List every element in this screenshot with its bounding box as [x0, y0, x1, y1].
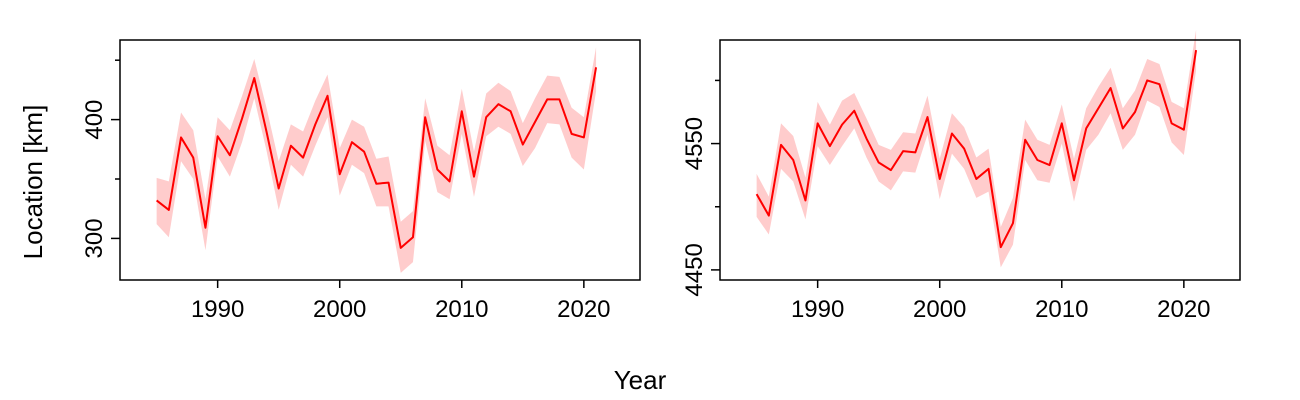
- data-point: [557, 97, 561, 101]
- data-point: [877, 161, 881, 165]
- x-tick-label: 2000: [313, 296, 366, 323]
- data-point: [460, 109, 464, 113]
- data-point: [277, 187, 281, 191]
- x-axis-title: Year: [614, 365, 667, 395]
- data-point: [852, 109, 856, 113]
- data-point: [472, 175, 476, 179]
- data-point: [533, 120, 537, 124]
- data-point: [252, 76, 256, 80]
- data-point: [216, 134, 220, 138]
- x-tick-label: 1990: [791, 296, 844, 323]
- data-point: [423, 115, 427, 119]
- data-point: [155, 198, 159, 202]
- data-point: [1060, 121, 1064, 125]
- data-point: [950, 131, 954, 135]
- data-point: [767, 214, 771, 218]
- series-line: [755, 49, 1198, 249]
- data-point: [840, 123, 844, 127]
- data-point: [816, 121, 820, 125]
- data-point: [594, 65, 598, 69]
- data-point: [1035, 158, 1039, 162]
- data-point: [545, 97, 549, 101]
- x-tick-label: 2010: [435, 296, 488, 323]
- data-point: [301, 156, 305, 160]
- data-point: [521, 143, 525, 147]
- data-point: [1145, 78, 1149, 82]
- data-point: [374, 182, 378, 186]
- x-tick-label: 2000: [913, 296, 966, 323]
- y-tick-label: 300: [81, 218, 108, 258]
- data-point: [1182, 128, 1186, 132]
- plot-frame: [719, 39, 1241, 281]
- left-panel: 1990 2000 2010 2020 300 400: [81, 39, 641, 323]
- y-axis-title: Location [km]: [18, 105, 48, 260]
- data-point: [509, 109, 513, 113]
- confidence-band: [156, 47, 597, 273]
- data-point: [779, 143, 783, 147]
- data-point: [435, 168, 439, 172]
- y-tick-label: 400: [81, 100, 108, 140]
- data-point: [755, 192, 759, 196]
- data-point: [974, 177, 978, 181]
- right-panel: 1990 2000 2010 2020 4450 4550: [681, 29, 1241, 323]
- data-point: [326, 94, 330, 98]
- data-point: [167, 208, 171, 212]
- data-point: [901, 149, 905, 153]
- data-point: [228, 153, 232, 157]
- data-point: [1121, 126, 1125, 130]
- data-point: [999, 245, 1003, 249]
- data-point: [179, 135, 183, 139]
- y-tick-label: 4450: [681, 243, 708, 296]
- data-point: [570, 132, 574, 136]
- data-point: [1084, 126, 1088, 130]
- data-point: [411, 235, 415, 239]
- data-point: [399, 246, 403, 250]
- data-point: [803, 198, 807, 202]
- data-point: [913, 150, 917, 154]
- data-point: [828, 144, 832, 148]
- data-point: [582, 135, 586, 139]
- data-point: [1194, 48, 1198, 52]
- data-point: [962, 147, 966, 151]
- series-line: [156, 67, 598, 249]
- data-point: [350, 140, 354, 144]
- data-point: [926, 115, 930, 119]
- data-point: [289, 144, 293, 148]
- data-point: [1096, 106, 1100, 110]
- data-point: [338, 172, 342, 176]
- data-point: [1133, 110, 1137, 114]
- x-tick-label: 1990: [191, 296, 244, 323]
- data-point: [1170, 121, 1174, 125]
- data-point: [889, 168, 893, 172]
- data-point: [938, 177, 942, 181]
- x-tick-label: 2020: [557, 296, 610, 323]
- data-point: [240, 116, 244, 120]
- data-point: [987, 167, 991, 171]
- data-point: [191, 156, 195, 160]
- data-point: [496, 102, 500, 106]
- data-point: [264, 129, 268, 133]
- data-point: [484, 115, 488, 119]
- data-point: [791, 158, 795, 162]
- data-point: [1109, 86, 1113, 90]
- data-point: [203, 226, 207, 230]
- data-point: [1011, 221, 1015, 225]
- data-point: [387, 181, 391, 185]
- x-tick-label: 2010: [1035, 296, 1088, 323]
- data-point: [362, 150, 366, 154]
- plot-frame: [119, 39, 641, 281]
- y-tick-label: 4550: [681, 117, 708, 170]
- data-point: [448, 179, 452, 183]
- data-point: [313, 122, 317, 126]
- data-point: [1048, 163, 1052, 167]
- x-tick-label: 2020: [1157, 296, 1210, 323]
- data-point: [1072, 178, 1076, 182]
- data-point: [1023, 138, 1027, 142]
- data-point: [864, 137, 868, 141]
- data-point: [1157, 82, 1161, 86]
